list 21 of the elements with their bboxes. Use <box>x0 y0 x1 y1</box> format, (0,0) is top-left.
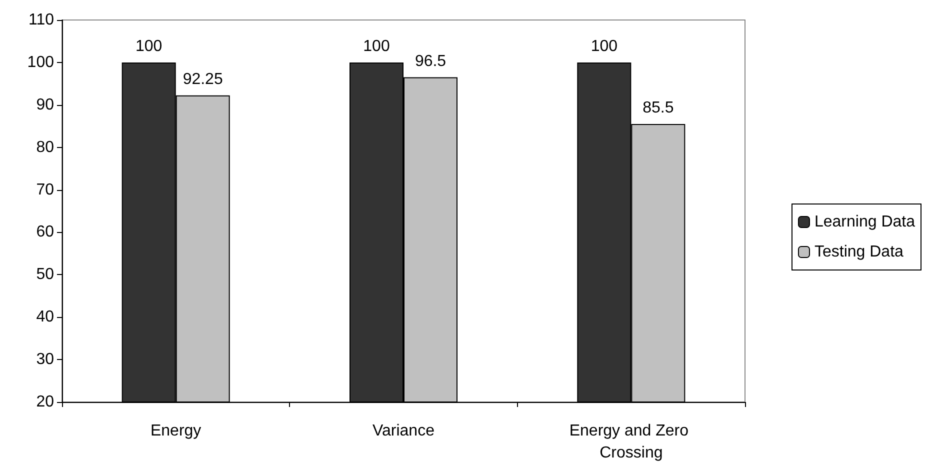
data-label: 92.25 <box>182 70 223 88</box>
data-label: 100 <box>590 38 618 55</box>
y-tick-label: 50 <box>36 266 54 284</box>
legend-label: Testing Data <box>814 244 904 260</box>
y-tick-label: 90 <box>36 96 54 114</box>
legend-label: Learning Data <box>814 214 916 230</box>
y-tick-label: 20 <box>36 394 54 410</box>
x-tick-label: Variance <box>372 422 435 440</box>
y-tick-label: 80 <box>36 138 54 156</box>
y-tick-label: 60 <box>36 224 54 241</box>
x-tick-label: Energy and Zero Crossing <box>569 422 693 462</box>
data-label: 100 <box>363 38 390 55</box>
y-tick-label: 100 <box>27 54 54 71</box>
data-label: 96.5 <box>414 52 446 70</box>
x-tick-label: Energy <box>150 422 202 440</box>
y-tick-label: 40 <box>36 308 54 326</box>
data-label: 85.5 <box>642 99 674 116</box>
y-tick-label: 110 <box>28 12 54 28</box>
y-tick-label: 30 <box>36 351 54 368</box>
data-label: 100 <box>135 38 162 55</box>
y-tick-label: 70 <box>36 181 54 198</box>
